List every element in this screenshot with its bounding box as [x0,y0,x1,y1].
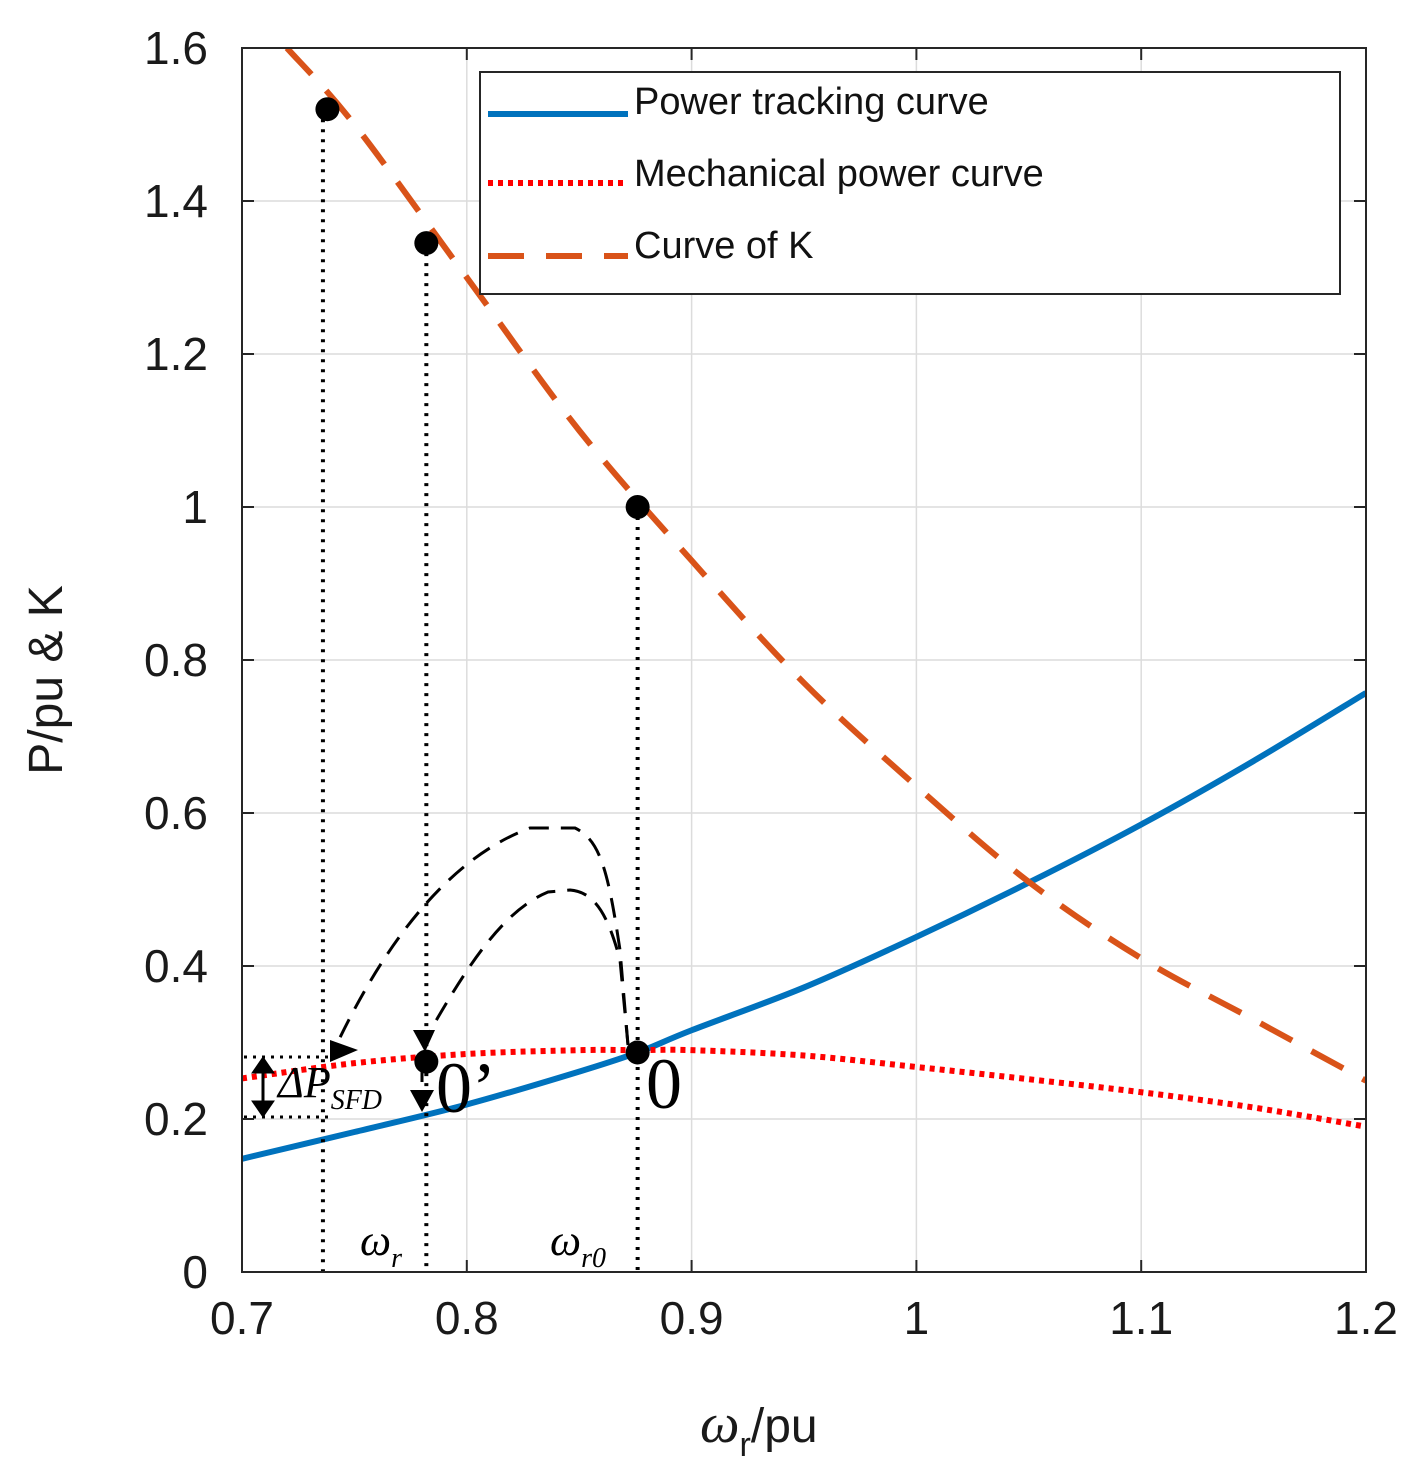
y-tick-label-7: 1.4 [144,175,208,227]
y-tick-label-6: 1.2 [144,328,208,380]
trajectory-outer [333,826,630,1049]
y-tick-label-5: 1 [182,481,208,533]
series-line-0 [242,690,1366,1162]
legend-label-mechanical-power: Mechanical power curve [634,153,1044,195]
annotation-o: 0 [646,1044,682,1124]
marker-point-4 [625,1040,650,1065]
arrowhead-left [330,1040,358,1062]
series-line-2 [284,48,1366,1084]
guide-lines [320,109,640,1272]
delta-p-subscript: SFD [331,1085,382,1116]
x-tick-label-3: 1 [904,1292,930,1344]
legend: Power tracking curve Mechanical power cu… [479,71,1341,295]
y-tick-label-8: 1.6 [144,22,208,74]
annotation-omega-r0: ωr0 [550,1216,606,1274]
marker-point-1 [414,231,439,256]
y-tick-label-2: 0.4 [144,940,208,992]
omega-r0-label: ω [550,1216,581,1265]
trajectory-inner [423,888,630,1046]
x-axis-sub: r [740,1426,751,1464]
x-axis-suffix: /pu [751,1400,818,1453]
delta-p-bracket [244,1055,330,1119]
annotation-o-prime: 0’ [436,1048,496,1128]
y-tick-label-3: 0.6 [144,787,208,839]
x-tick-label-5: 1.2 [1334,1292,1398,1344]
x-tick-label-1: 0.8 [435,1292,499,1344]
y-tick-label-0: 0 [182,1246,208,1298]
y-tick-label-4: 0.8 [144,634,208,686]
legend-label-power-tracking: Power tracking curve [634,81,989,123]
omega-r-subscript: r [391,1243,402,1274]
x-tick-label-0: 0.7 [210,1292,274,1344]
y-axis-label: P/pu & K [20,585,73,774]
series-layer [242,48,1366,1162]
marker-point-3 [414,1049,439,1074]
omega-r0-subscript: r0 [581,1243,606,1274]
legend-label-curve-k: Curve of K [634,225,814,267]
marker-point-2 [625,495,650,519]
axis-ticks: 0.7 0.8 0.9 1 1.1 1.2 0 0.2 0.4 0.6 0.8 1 1.2 1.4 1.6 [144,22,1398,1344]
x-tick-label-4: 1.1 [1109,1292,1173,1344]
annotation-delta-p: ΔPSFD [276,1058,382,1116]
arrowhead-mid [413,1030,435,1052]
delta-p-label: ΔP [276,1058,331,1107]
arrowhead-down [410,1090,434,1112]
trajectory-arrowheads [330,1030,435,1112]
series-line-1 [242,1046,1366,1130]
omega-r-label: ω [360,1216,391,1265]
annotation-omega-r: ωr [360,1216,402,1274]
marker-point-0 [315,97,340,122]
y-tick-label-1: 0.2 [144,1093,208,1145]
x-axis-label: ωr/pu [700,1393,818,1464]
x-tick-label-2: 0.9 [660,1292,724,1344]
marker-points [315,97,650,1074]
x-axis-omega: ω [700,1393,740,1455]
